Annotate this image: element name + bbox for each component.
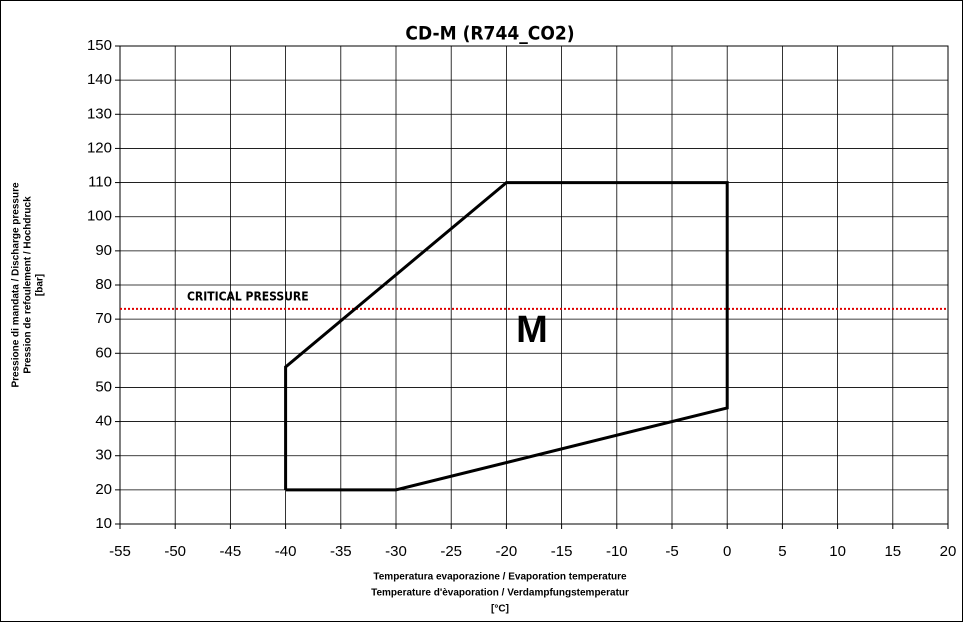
y-axis-label: [bar] xyxy=(35,274,46,296)
x-tick-label: -40 xyxy=(275,543,297,560)
x-tick-label: 15 xyxy=(884,543,901,560)
x-axis-label: Temperatura evaporazione / Evaporation t… xyxy=(373,572,627,583)
envelope-line xyxy=(284,181,729,492)
y-tick-label: 70 xyxy=(95,310,112,327)
y-tick-label: 100 xyxy=(87,208,112,225)
x-axis-label: Temperature d'èvaporation / Verdampfungs… xyxy=(371,588,629,599)
chart-title: CD-M (R744_CO2) xyxy=(405,23,574,45)
x-tick-label: -25 xyxy=(440,543,462,560)
x-tick-label: -50 xyxy=(164,543,186,560)
x-tick-label: -15 xyxy=(551,543,573,560)
x-tick-label: 5 xyxy=(778,543,786,560)
y-tick-label: 80 xyxy=(95,276,112,293)
plot-frame xyxy=(119,45,949,525)
x-tick-label: 20 xyxy=(940,543,957,560)
x-tick-label: -5 xyxy=(665,543,678,560)
x-tick-label: 10 xyxy=(829,543,846,560)
x-tick-label: -45 xyxy=(220,543,242,560)
x-tick-label: -10 xyxy=(606,543,628,560)
reference-label: CRITICAL PRESSURE xyxy=(187,289,309,303)
y-tick-label: 50 xyxy=(95,378,112,395)
y-tick-label: 30 xyxy=(95,447,112,464)
x-tick-label: -55 xyxy=(109,543,131,560)
region-label: M xyxy=(516,309,548,351)
x-tick-label: -30 xyxy=(385,543,407,560)
y-tick-label: 110 xyxy=(88,174,112,191)
y-tick-label: 90 xyxy=(95,242,112,259)
y-tick-label: 140 xyxy=(87,71,112,88)
x-tick-label: -20 xyxy=(496,543,518,560)
x-tick-label: 0 xyxy=(723,543,731,560)
y-tick-label: 130 xyxy=(87,105,112,122)
y-tick-label: 20 xyxy=(95,481,112,498)
y-axis-label: Pressione di mandata / Discharge pressur… xyxy=(11,182,22,388)
x-axis-label: [°C] xyxy=(491,604,509,615)
y-tick-label: 150 xyxy=(87,37,112,54)
y-axis-label: Pression de refoulement / Hochdruck xyxy=(23,196,34,374)
y-tick-label: 10 xyxy=(95,515,112,532)
x-tick-label: -35 xyxy=(330,543,352,560)
y-tick-label: 40 xyxy=(95,413,112,430)
y-tick-label: 120 xyxy=(87,139,112,156)
y-tick-label: 60 xyxy=(95,344,112,361)
